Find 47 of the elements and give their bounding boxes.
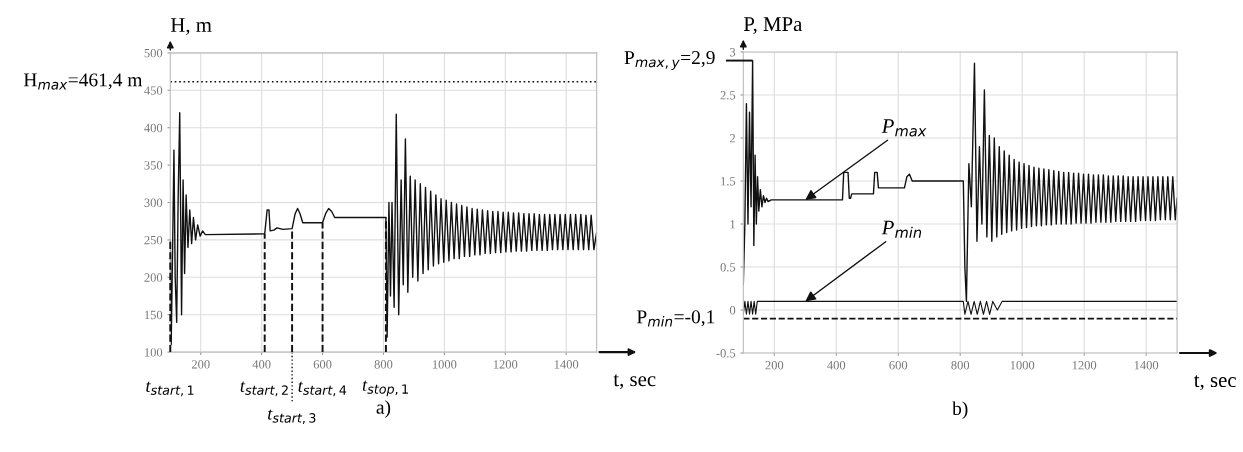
y-tick-label: -0.5 <box>716 349 736 358</box>
text: a) <box>376 400 391 418</box>
ref-line-label: t$_{start,3}$ <box>268 409 316 424</box>
ref-line-label: H$_{max}$=461,4 m <box>23 73 143 90</box>
y-tick-label: 0 <box>729 306 736 315</box>
y-tick-label: 500 <box>144 48 163 58</box>
x-tick-label: 800 <box>374 360 393 369</box>
y-tick-label: 2 <box>729 134 735 143</box>
y-tick-label: 250 <box>144 235 163 245</box>
y-axis-title: H, m <box>170 18 212 35</box>
annotation: P$_{max}$ <box>881 119 927 137</box>
x-tick-label: 400 <box>827 361 846 370</box>
ref-line-label: P$_{max,y}$=2,9 <box>624 51 715 70</box>
x-tick-label: 1000 <box>432 360 457 369</box>
y-tick-label: 3 <box>730 48 736 57</box>
x-tick-label: 400 <box>252 360 271 369</box>
y-tick-label: 400 <box>144 123 163 133</box>
y-tick-label: 450 <box>144 86 163 95</box>
ref-line-label: t$_{start,2}$ <box>240 381 288 397</box>
x-tick-label: 1000 <box>1010 361 1035 370</box>
x-tick-label: 800 <box>951 361 970 370</box>
x-axis-title: t, sec <box>1193 375 1236 391</box>
y-tick-label: 1 <box>730 220 735 229</box>
ref-line-label: t$_{start,4}$ <box>298 381 347 397</box>
x-tick-label: 600 <box>889 361 908 370</box>
y-tick-label: 100 <box>145 348 163 357</box>
y-axis-title: P, MPa <box>743 17 803 35</box>
x-tick-label: 1200 <box>1072 361 1097 370</box>
annotation: P$_{min}$ <box>881 220 922 238</box>
x-tick-label: 1400 <box>1134 361 1159 370</box>
ref-line-label: t$_{stop,1}$ <box>362 380 408 397</box>
y-tick-label: 150 <box>145 310 163 320</box>
x-tick-label: 1400 <box>554 360 579 369</box>
y-tick-label: 1.5 <box>721 177 736 186</box>
x-axis-title: t, sec <box>613 374 656 390</box>
y-tick-label: 350 <box>144 161 163 170</box>
x-tick-label: 1200 <box>493 360 518 369</box>
x-tick-label: 200 <box>765 361 784 370</box>
y-tick-label: 200 <box>144 273 163 282</box>
ref-line-label: P$_{min}$=-0,1 <box>636 310 715 327</box>
ref-line-label: t$_{start,1}$ <box>146 381 194 397</box>
x-tick-label: 600 <box>313 360 332 369</box>
y-tick-label: 2.5 <box>720 91 736 100</box>
y-tick-label: 300 <box>144 198 163 207</box>
y-tick-label: 0.5 <box>720 263 736 272</box>
text: b) <box>952 401 968 420</box>
x-tick-label: 200 <box>191 360 210 369</box>
